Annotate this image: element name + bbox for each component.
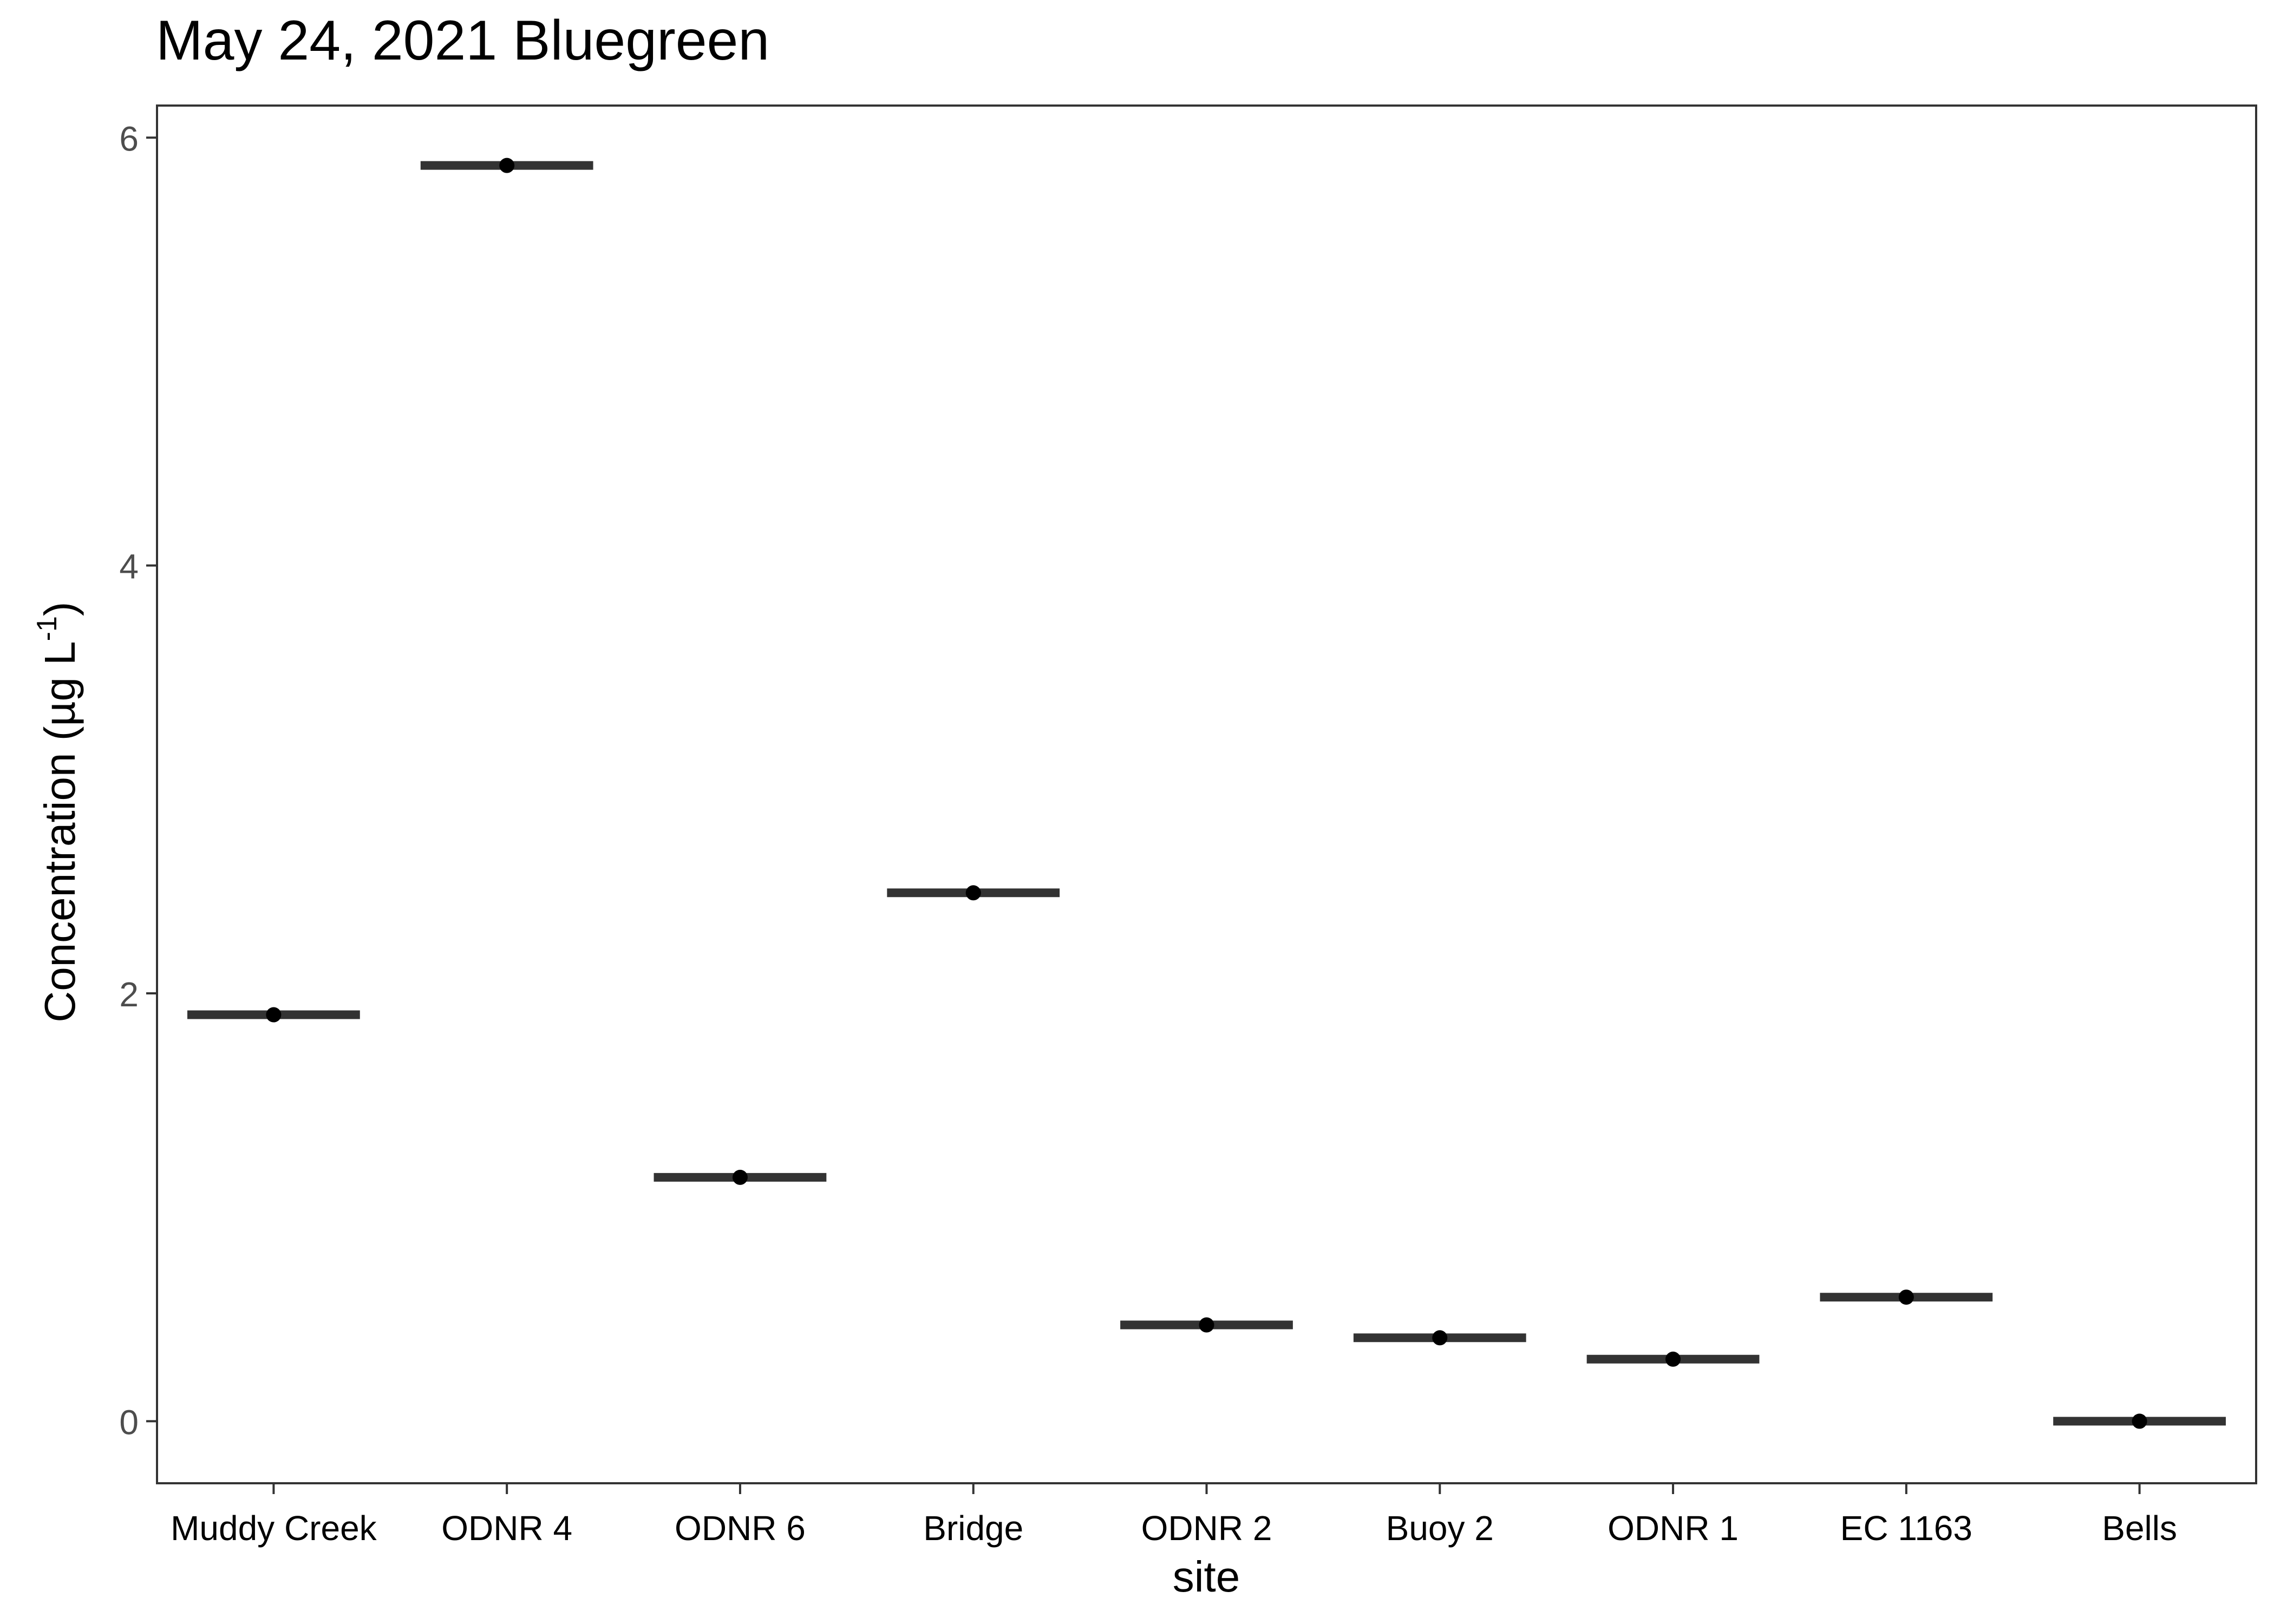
- x-tick-label: Buoy 2: [1386, 1509, 1494, 1548]
- chart-title: May 24, 2021 Bluegreen: [156, 9, 769, 72]
- data-point: [2132, 1413, 2147, 1429]
- y-tick-label: 4: [119, 547, 139, 586]
- x-tick-label: Muddy Creek: [171, 1509, 377, 1548]
- y-axis-title: Concentration (µg L-1): [31, 601, 84, 1022]
- x-tick-label: Bells: [2102, 1509, 2177, 1548]
- x-tick-label: ODNR 2: [1141, 1509, 1272, 1548]
- x-axis: Muddy Creek ODNR 4 ODNR 6 Bridge ODNR 2 Buoy …: [171, 1483, 2177, 1548]
- y-tick-label: 0: [119, 1403, 139, 1442]
- x-tick-label: EC 1163: [1840, 1509, 1972, 1548]
- data-point: [965, 885, 981, 901]
- y-axis-title-superscript: -1: [31, 616, 63, 641]
- data-point: [266, 1007, 282, 1023]
- data-point: [1898, 1289, 1914, 1305]
- x-tick-label: ODNR 4: [441, 1509, 572, 1548]
- y-axis-title-main: Concentration (µg L: [36, 641, 84, 1022]
- x-tick-label: ODNR 6: [675, 1509, 806, 1548]
- data-point: [1199, 1317, 1214, 1333]
- data-point: [1665, 1351, 1681, 1367]
- y-axis-title-close: ): [36, 601, 84, 616]
- x-tick-label: Bridge: [923, 1509, 1023, 1548]
- x-tick-label: ODNR 1: [1608, 1509, 1739, 1548]
- y-tick-label: 6: [119, 119, 139, 158]
- y-axis: 0 2 4 6: [119, 119, 157, 1442]
- data-point: [1432, 1330, 1448, 1346]
- data-point: [732, 1169, 748, 1185]
- y-tick-label: 2: [119, 975, 139, 1014]
- data-point: [499, 158, 515, 173]
- x-axis-title: site: [1173, 1553, 1240, 1601]
